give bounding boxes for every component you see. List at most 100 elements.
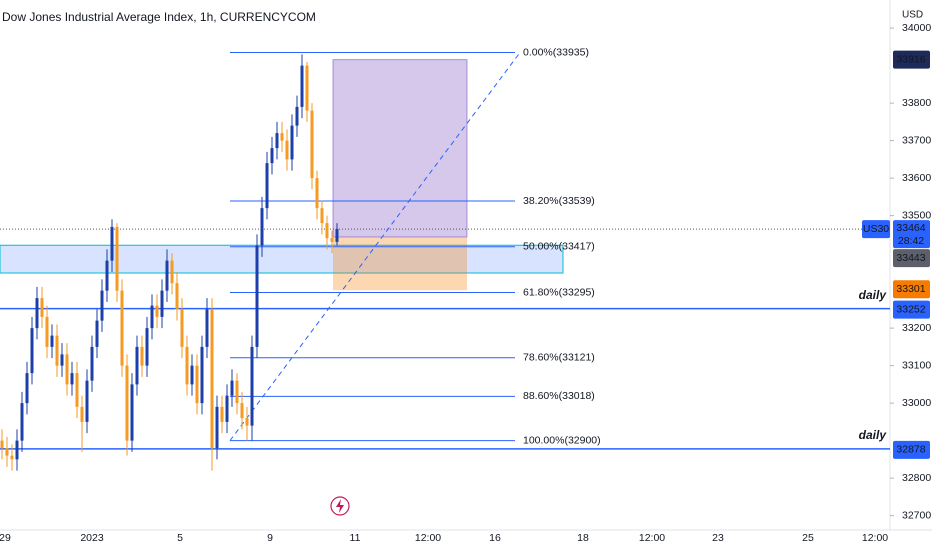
candle-body (215, 406, 219, 449)
level-label-box (893, 300, 930, 319)
y-tick-label: 33100 (902, 359, 931, 371)
x-tick-label: 12:00 (415, 532, 441, 544)
fib-label: 0.00%(33935) (523, 46, 589, 58)
y-tick-label: 33700 (902, 134, 931, 146)
candle-body (305, 65, 309, 111)
candle-body (230, 380, 234, 396)
candle-body (310, 110, 314, 179)
candle-body (130, 384, 134, 441)
fib-label: 50.00%(33417) (523, 241, 595, 253)
candle-body (65, 354, 69, 385)
candle-body (150, 305, 154, 329)
candle-body (60, 354, 64, 366)
axes: 32700 32800 33000 33100 33200 33500 33600 33700… (0, 22, 931, 544)
candle-body (155, 305, 159, 317)
candle-body (295, 106, 299, 126)
candle-body (270, 148, 274, 164)
x-tick-label: 11 (350, 532, 361, 544)
plot: 0.00%(33935) 38.20%(33539) 50.00%(33417) 61… (0, 46, 890, 471)
y-tick-label: 33500 (902, 209, 931, 221)
candle-body (105, 260, 109, 291)
stop-label-box (893, 280, 930, 299)
candle-body (125, 365, 129, 441)
fib-label: 100.00%(32900) (523, 434, 601, 446)
candle-body (195, 365, 199, 404)
candle-body (80, 406, 84, 422)
y-tick-label: 32800 (902, 472, 931, 484)
fib-label: 38.20%(33539) (523, 195, 595, 207)
x-tick-label: 9 (267, 532, 273, 544)
x-tick-label: 16 (489, 532, 501, 544)
candle-body (240, 403, 244, 419)
y-tick-label: 33800 (902, 97, 931, 109)
candle-body (90, 346, 94, 381)
lightning-icon[interactable] (330, 496, 350, 516)
y-tick-label: 34000 (902, 22, 931, 34)
candle-body (265, 163, 269, 209)
candle-body (180, 309, 184, 347)
fib-label: 88.60%(33018) (523, 390, 595, 402)
candle-body (15, 440, 19, 460)
stop-box (333, 237, 467, 291)
currency: USD (902, 10, 923, 21)
candle-body (285, 140, 289, 160)
candle-body (160, 290, 164, 317)
target-box (332, 59, 468, 238)
last-price-label: 33464 (896, 222, 925, 234)
fib-label: 78.60%(33121) (523, 352, 595, 364)
y-tick-label: 33600 (902, 172, 931, 184)
candle-body (190, 365, 194, 385)
candle-body (135, 346, 139, 385)
x-tick-label: 5 (177, 532, 183, 544)
candle-body (185, 346, 189, 385)
candle-body (75, 373, 79, 407)
candle-body (45, 316, 49, 347)
candle-body (50, 335, 54, 347)
candle-body (275, 133, 279, 149)
candle-body (70, 373, 74, 385)
x-tick-label: 2023 (80, 532, 104, 544)
candle-body (200, 346, 204, 404)
x-tick-label: 12:00 (862, 532, 888, 544)
candle-body (0, 440, 4, 449)
candle-body (140, 346, 144, 366)
level-annotation: daily (859, 428, 888, 442)
candle-body (120, 290, 124, 366)
candle-body (205, 309, 209, 347)
x-tick-label: 29 (0, 532, 11, 544)
y-tick-label: 33000 (902, 397, 931, 409)
candle-body (145, 328, 149, 366)
candle-body (220, 406, 224, 422)
entry-label-box (893, 249, 930, 268)
candle-body (100, 290, 104, 321)
candle-body (55, 335, 59, 366)
candle-body (250, 346, 254, 426)
candle-body (325, 223, 329, 239)
x-tick-label: 23 (712, 532, 724, 544)
zone (0, 244, 564, 274)
candle-body (260, 208, 264, 246)
x-tick-label: 25 (802, 532, 814, 544)
candle-body (225, 395, 229, 422)
candle-body (300, 65, 304, 107)
x-tick-label: 12:00 (639, 532, 665, 544)
candle-body (290, 125, 294, 160)
y-tick-label: 33200 (902, 322, 931, 334)
candle-body (10, 455, 14, 460)
symbol-box (862, 220, 890, 239)
candle-body (25, 373, 29, 404)
last-price-box (893, 220, 930, 249)
target-label: 33916 (896, 53, 925, 65)
candle-body (110, 226, 114, 261)
target-label-box (893, 50, 930, 69)
candle-body (20, 403, 24, 441)
level-label: 32878 (896, 444, 925, 456)
candle-body (35, 298, 39, 329)
candle-body (170, 260, 174, 284)
candle-body (40, 298, 44, 317)
candle-body (175, 283, 179, 310)
candle-body (235, 380, 239, 404)
candle-body (320, 208, 324, 224)
